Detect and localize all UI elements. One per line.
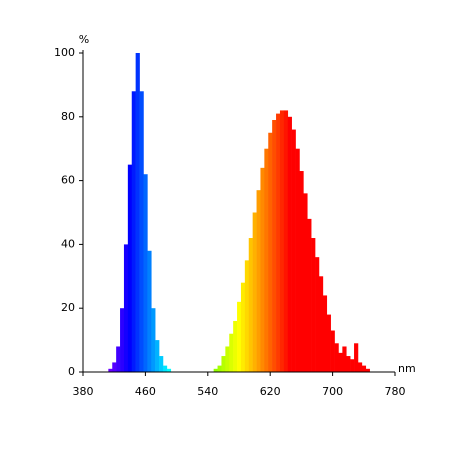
spectrum-bar [248,238,253,372]
spectrum-bar [357,362,363,372]
spectrum-bar [283,110,289,373]
spectrum-bar [365,368,370,372]
spectrum-bar [123,244,129,372]
spectrum-bar [139,91,144,372]
x-unit: nm [398,362,416,375]
spectrum-bar [143,174,148,372]
spectrum-bar [233,320,238,372]
spectrum-bar [354,343,359,372]
spectrum-bar [295,148,300,372]
spectrum-bar [307,218,312,372]
spectrum-bar [350,359,355,372]
spectrum-bar [116,346,121,372]
x-tick-label: 540 [197,385,218,398]
spectrum-bar [112,362,117,372]
spectrum-bar [108,368,113,372]
x-tick-label: 380 [73,385,94,398]
spectrum-bar [311,238,316,372]
spectrum-bar [225,346,230,372]
y-tick-label: 20 [61,301,75,314]
spectrum-bar [256,190,261,372]
spectrum-bar [217,365,222,372]
y-tick-label: 40 [61,237,75,250]
spectrum-bar [162,365,168,372]
spectrum-bar [155,340,160,372]
x-tick-label: 460 [135,385,156,398]
spectrum-bar [322,295,328,372]
spectrum-bar [229,333,234,372]
spectrum-bar [315,257,320,372]
spectrum-bar [330,330,335,372]
spectrum-bar [131,91,136,372]
spectrum-bar [276,113,281,373]
spectrum-bar [135,53,140,372]
spectrum-bar [159,356,164,372]
spectrum-bar [240,282,246,372]
x-tick-label: 620 [260,385,281,398]
spectrum-bar [260,167,265,372]
spectrum-bar [221,356,226,372]
x-tick-label: 700 [322,385,343,398]
spectrum-bar [338,352,343,372]
spectrum-bar [361,365,367,372]
y-tick-label: 60 [61,174,75,187]
spectrum-bar [346,356,351,372]
spectrum-bar [127,164,133,372]
spectrum-bar [326,314,331,372]
spectrum-bar [272,119,277,373]
y-tick-label: 80 [61,110,75,123]
spectrum-bar [287,116,292,372]
spectrum-bar [268,132,273,372]
spectrum-bar [303,193,308,372]
spectrum-bar [279,110,285,373]
spectrum-bar [244,260,250,372]
y-tick-label: 100 [54,46,75,59]
y-unit: % [79,33,89,46]
spectrum-bar [147,250,152,372]
y-tick-label: 0 [68,365,75,378]
spectrum-bar [291,129,296,372]
spectrum-bar [299,171,304,372]
spectrum-bar [318,276,324,372]
spectrum-bar [120,308,125,372]
spectrum-bar [166,368,172,372]
spectrum-bar [334,343,339,372]
spectrum-bar [264,148,269,372]
spectrum-bar [252,212,257,372]
spectrum-bar [213,368,218,372]
spectrum-bar [237,301,242,372]
spectrum-bar [151,308,156,372]
spectrum-bar [342,346,347,372]
x-tick-label: 780 [385,385,406,398]
